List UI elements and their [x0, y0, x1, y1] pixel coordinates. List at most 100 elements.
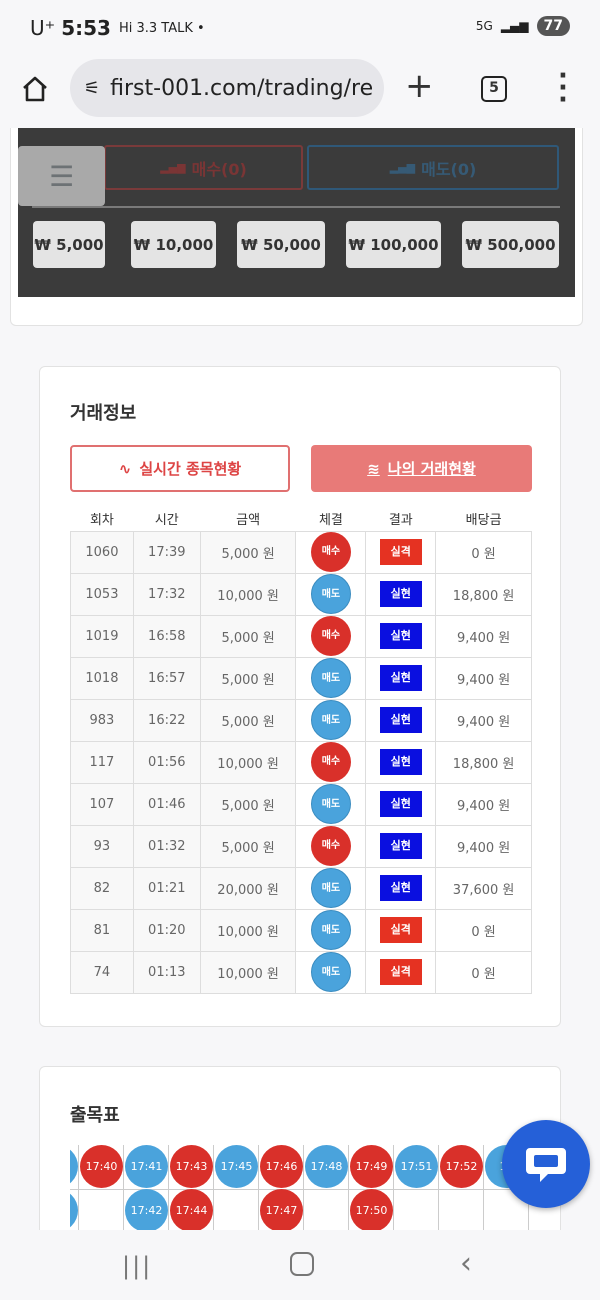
table-cell: 10,000 원: [199, 950, 297, 994]
amount-button-10000[interactable]: ₩ 10,000: [131, 221, 216, 268]
system-nav-bar: ||| ‹: [0, 1230, 600, 1300]
grid-column: [394, 1145, 439, 1230]
recent-apps-button[interactable]: |||: [122, 1252, 153, 1280]
chat-button[interactable]: [502, 1120, 590, 1208]
table-cell: 5,000 원: [199, 530, 297, 574]
trade-table-scroll[interactable]: 회차 시간 금액 체결 결과 배당금 1060 17:39 5,000 원 매수 실격 0 원 105…: [70, 506, 532, 997]
column-header: 시간: [154, 512, 179, 528]
table-cell: 10,000 원: [199, 740, 297, 784]
table-cell: 실현: [365, 656, 437, 700]
table-cell: 실현: [365, 614, 437, 658]
signal-icon: ▂▄▆: [160, 161, 186, 174]
amount-button-5000[interactable]: ₩ 5,000: [33, 221, 105, 268]
result-circle-sell: 17:42: [125, 1189, 168, 1230]
amount-button-50000[interactable]: ₩ 50,000: [237, 221, 325, 268]
grid-column: [70, 1145, 79, 1230]
address-bar[interactable]: ⚟ first-001.com/trading/re: [70, 59, 384, 117]
new-tab-icon[interactable]: +: [405, 66, 434, 106]
column-header: 배당금: [465, 512, 502, 528]
execution-badge: 매수: [310, 826, 351, 866]
table-cell: 매도: [295, 782, 367, 826]
table-cell: 117: [70, 740, 134, 784]
tab-realtime[interactable]: ∿ 실시간 종목현황: [70, 445, 290, 492]
table-cell: 매도: [295, 908, 367, 952]
amount-button-500000[interactable]: ₩ 500,000: [462, 221, 559, 268]
table-cell: 01:56: [132, 740, 201, 784]
buy-button[interactable]: ▂▄▆ 매수(0): [104, 145, 303, 190]
hamburger-menu-icon[interactable]: ☰: [18, 146, 105, 206]
table-cell: 실현: [365, 572, 437, 616]
table-cell: 매도: [295, 656, 367, 700]
trade-info-card: 거래정보 ∿ 실시간 종목현황 ≋ 나의 거래현황 회차 시간 금액 체결 결과 배당금 10…: [39, 366, 561, 1027]
result-badge: 실현: [379, 875, 422, 901]
table-cell: 실격: [365, 908, 437, 952]
table-cell: 실현: [365, 740, 437, 784]
network-icon: 5G: [475, 19, 493, 33]
result-badge: 실격: [379, 917, 422, 943]
result-circle-sell: [70, 1145, 78, 1188]
browser-toolbar: ⚟ first-001.com/trading/re + 5 · · ·: [0, 56, 600, 128]
results-grid[interactable]: 17:40 17:41 17:42 17:43 17:44 17:45 17:46 17:47…: [70, 1145, 562, 1230]
tab-switcher-button[interactable]: 5: [481, 76, 507, 102]
grid-column: [259, 1145, 304, 1230]
table-cell: 매도: [295, 866, 367, 910]
table-cell: 실현: [365, 782, 437, 826]
grid-column: [79, 1145, 124, 1230]
home-button[interactable]: [290, 1252, 314, 1276]
table-cell: 5,000 원: [199, 824, 297, 868]
table-cell: 매수: [295, 824, 367, 868]
status-bar: U⁺ 5:53 Hi 3.3 TALK • 5G ▂▄▆ 77: [0, 0, 600, 56]
table-cell: 매수: [295, 530, 367, 574]
table-cell: 9,400 원: [435, 824, 532, 868]
table-row: 107 01:46 5,000 원 매도 실현 9,400 원: [70, 782, 532, 826]
table-cell: 매수: [295, 614, 367, 658]
result-circle-buy: 17:47: [260, 1189, 303, 1230]
result-badge: 실현: [379, 623, 422, 649]
pulse-icon: ∿: [118, 459, 132, 478]
table-cell: 실격: [365, 950, 437, 994]
table-cell: 74: [70, 950, 134, 994]
table-cell: 16:22: [132, 698, 201, 742]
more-menu-icon[interactable]: · · ·: [558, 61, 568, 115]
table-cell: 37,600 원: [435, 866, 532, 910]
table-cell: 실현: [365, 866, 437, 910]
result-circle-buy: 17:43: [170, 1145, 213, 1188]
table-cell: 0 원: [435, 530, 532, 574]
clock: 5:53: [61, 16, 111, 40]
url-text: first-001.com/trading/re: [110, 75, 374, 101]
table-cell: 01:21: [132, 866, 201, 910]
table-cell: 17:39: [132, 530, 201, 574]
table-cell: 18,800 원: [435, 740, 532, 784]
home-icon[interactable]: [20, 74, 50, 104]
table-cell: 107: [70, 782, 134, 826]
table-cell: 0 원: [435, 908, 532, 952]
sell-button[interactable]: ▂▄▆ 매도(0): [307, 145, 559, 190]
divider: [32, 206, 560, 208]
execution-badge: 매도: [310, 784, 351, 824]
result-badge: 실격: [379, 539, 422, 565]
amount-button-100000[interactable]: ₩ 100,000: [346, 221, 441, 268]
waves-icon: ≋: [367, 459, 380, 478]
table-cell: 9,400 원: [435, 614, 532, 658]
back-button[interactable]: ‹: [460, 1246, 472, 1281]
grid-column: [349, 1145, 394, 1230]
signal-icon: ▂▄▆: [389, 161, 416, 174]
result-circle-sell: 17:41: [125, 1145, 168, 1188]
table-cell: 16:58: [132, 614, 201, 658]
chat-icon: [526, 1148, 566, 1182]
result-circle-buy: 17:50: [350, 1189, 393, 1230]
table-cell: 0 원: [435, 950, 532, 994]
table-row: 1018 16:57 5,000 원 매도 실현 9,400 원: [70, 656, 532, 700]
trade-table: 회차 시간 금액 체결 결과 배당금 1060 17:39 5,000 원 매수 실격 0 원 105…: [70, 506, 532, 994]
site-settings-icon[interactable]: ⚟: [84, 77, 101, 99]
execution-badge: 매도: [310, 574, 351, 614]
carrier: U⁺: [30, 16, 56, 40]
signal-icon: ▂▄▆: [500, 19, 529, 33]
execution-badge: 매수: [310, 532, 351, 572]
result-badge: 실현: [379, 581, 422, 607]
execution-badge: 매도: [310, 868, 351, 908]
table-cell: 매수: [295, 740, 367, 784]
table-cell: 5,000 원: [199, 782, 297, 826]
tab-my-trades[interactable]: ≋ 나의 거래현황: [311, 445, 532, 492]
result-circle-buy: 17:46: [260, 1145, 303, 1188]
